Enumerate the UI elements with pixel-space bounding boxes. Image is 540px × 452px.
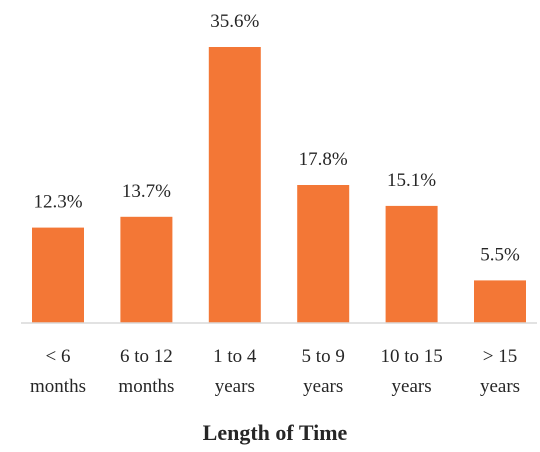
value-labels-layer: 12.3% 13.7% 35.6% 17.8% 15.1% 5.5% <box>33 11 520 265</box>
tick-label-2: 1 to 4 years <box>213 346 257 397</box>
tick-label-2-line-1: years <box>215 376 255 397</box>
value-label-5: 5.5% <box>480 244 520 265</box>
tick-labels-layer: < 6 months 6 to 12 months 1 to 4 years 5 to 9 y… <box>30 346 520 397</box>
bar-5 <box>474 280 526 323</box>
value-label-2: 35.6% <box>210 11 259 32</box>
value-label-4: 15.1% <box>387 170 436 191</box>
tick-label-2-line-0: 1 to 4 <box>213 346 257 367</box>
bars-layer <box>32 47 526 323</box>
tick-label-0-line-0: < 6 <box>46 346 71 367</box>
bar-0 <box>32 227 84 323</box>
bar-3 <box>297 185 350 323</box>
tick-label-5: > 15 years <box>480 346 520 397</box>
x-axis-title: Length of Time <box>203 420 348 445</box>
value-label-0: 12.3% <box>33 192 82 213</box>
value-label-1: 13.7% <box>122 181 171 202</box>
bar-1 <box>120 216 173 323</box>
tick-label-0-line-1: months <box>30 376 86 397</box>
tick-label-3: 5 to 9 years <box>302 346 345 397</box>
tick-label-3-line-1: years <box>303 376 343 397</box>
tick-label-0: < 6 months <box>30 346 86 397</box>
tick-label-1-line-0: 6 to 12 <box>120 346 173 367</box>
value-label-3: 17.8% <box>299 149 348 170</box>
tick-label-1: 6 to 12 months <box>118 346 174 397</box>
tick-label-4-line-1: years <box>392 376 432 397</box>
tick-label-4-line-0: 10 to 15 <box>380 346 442 367</box>
bar-4 <box>385 205 438 323</box>
tick-label-5-line-1: years <box>480 376 520 397</box>
bar-2 <box>208 47 261 323</box>
tick-label-4: 10 to 15 years <box>380 346 442 397</box>
tick-label-5-line-0: > 15 <box>483 346 517 367</box>
tick-label-1-line-1: months <box>118 376 174 397</box>
tick-label-3-line-0: 5 to 9 <box>302 346 345 367</box>
